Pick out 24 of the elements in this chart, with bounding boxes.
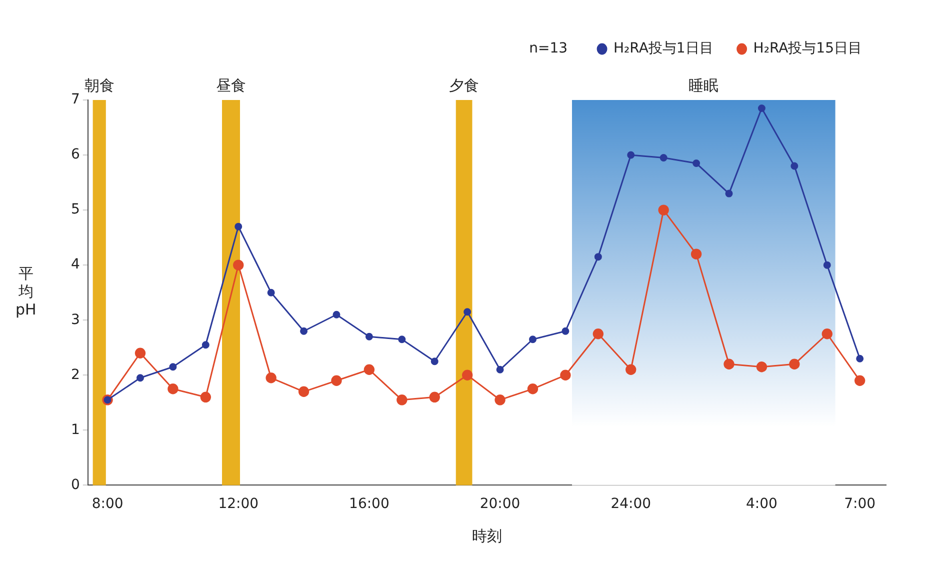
x-axis-title: 時刻 xyxy=(472,526,502,545)
band-label: 朝食 xyxy=(84,76,114,94)
x-tick-label: 12:00 xyxy=(218,496,259,512)
x-tick-label: 8:00 xyxy=(92,496,124,512)
x-tick-label: 7:00 xyxy=(844,496,876,512)
y-tick-label: 6 xyxy=(70,146,80,163)
y-axis-title: 平均pH xyxy=(16,264,36,318)
band-label: 夕食 xyxy=(449,76,480,94)
y-tick-label: 1 xyxy=(70,422,80,438)
x-tick-label: 4:00 xyxy=(746,496,778,512)
y-tick-label: 5 xyxy=(70,202,80,218)
x-tick-label: 20:00 xyxy=(480,496,520,512)
y-tick-label: 4 xyxy=(70,256,80,273)
y-tick-label: 2 xyxy=(70,366,80,383)
y-tick-label: 0 xyxy=(70,476,80,493)
y-tick-label: 3 xyxy=(70,312,80,328)
band-label: 昼食 xyxy=(216,76,246,94)
legend-label: H₂RA投与15日目 xyxy=(753,40,862,57)
x-tick-label: 16:00 xyxy=(349,496,390,512)
band-label: 睡眠 xyxy=(688,76,719,94)
text: n=13 xyxy=(529,40,568,57)
legend-label: H₂RA投与1日目 xyxy=(614,40,714,57)
y-tick-label: 7 xyxy=(70,92,80,108)
x-tick-label: 24:00 xyxy=(610,496,652,512)
